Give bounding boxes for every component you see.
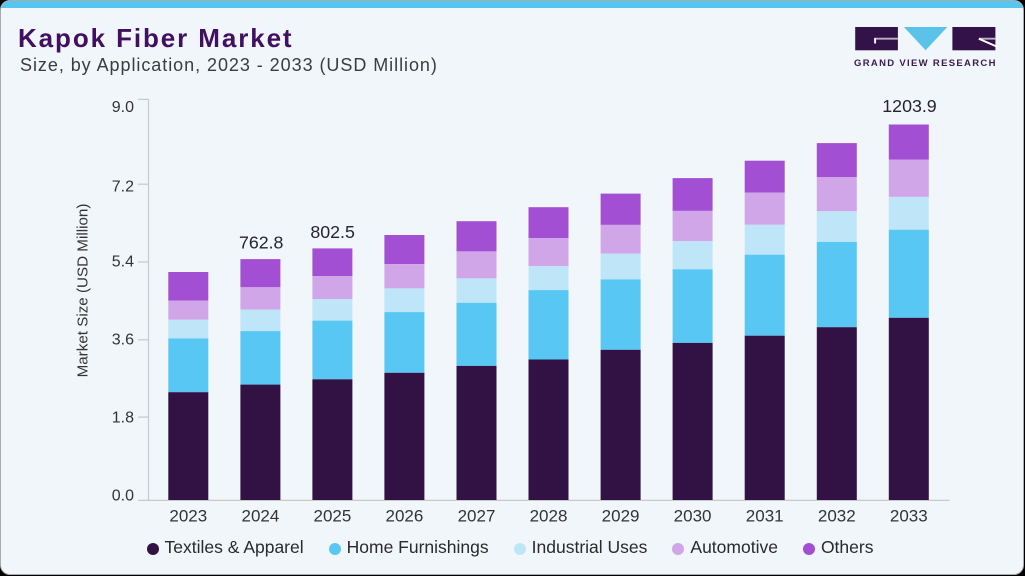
svg-text:Market Size (USD Million): Market Size (USD Million) (74, 204, 91, 378)
svg-text:2033: 2033 (890, 506, 928, 525)
svg-text:2031: 2031 (746, 506, 784, 525)
svg-text:7.2: 7.2 (112, 178, 134, 195)
svg-text:2027: 2027 (458, 506, 496, 525)
svg-text:2024: 2024 (241, 506, 279, 525)
svg-text:2029: 2029 (602, 506, 640, 525)
svg-text:1203.9: 1203.9 (882, 96, 936, 116)
svg-text:9.0: 9.0 (112, 99, 134, 116)
svg-text:762.8: 762.8 (239, 232, 284, 252)
svg-text:2026: 2026 (385, 506, 423, 525)
svg-text:GRAND VIEW RESEARCH: GRAND VIEW RESEARCH (854, 58, 997, 69)
svg-text:0.0: 0.0 (112, 488, 134, 505)
svg-text:5.4: 5.4 (112, 254, 134, 271)
svg-text:2032: 2032 (818, 506, 856, 525)
svg-text:3.6: 3.6 (112, 332, 134, 349)
svg-text:2025: 2025 (313, 506, 351, 525)
svg-text:1.8: 1.8 (112, 409, 134, 426)
svg-text:2030: 2030 (674, 506, 712, 525)
svg-text:2028: 2028 (530, 506, 568, 525)
svg-text:2023: 2023 (169, 506, 207, 525)
svg-text:802.5: 802.5 (310, 222, 355, 242)
